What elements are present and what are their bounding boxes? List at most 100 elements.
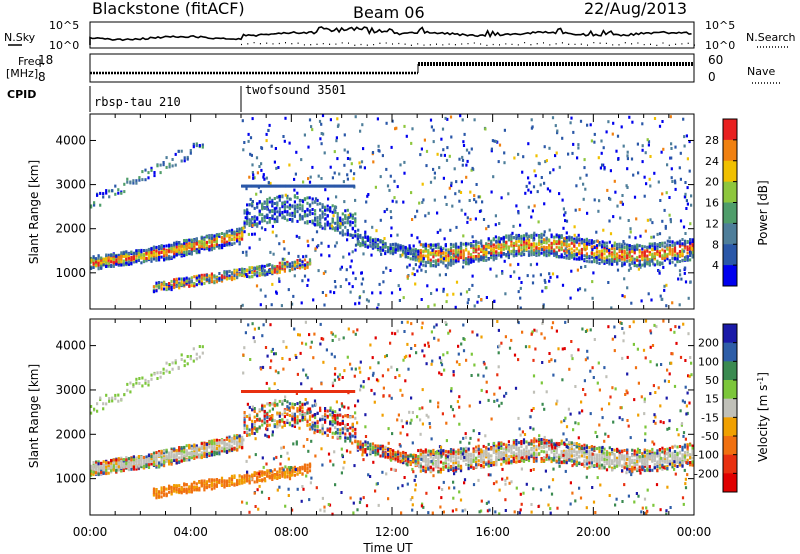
data-cell [258,237,261,241]
data-cell [203,245,206,249]
data-cell [392,247,395,251]
data-cell [364,240,367,244]
data-cell [487,257,490,261]
data-cell [593,140,596,144]
frequency-panel: Freq. [MHz] 18 8 60 0 Nave [6,53,782,84]
data-cell [163,254,166,258]
data-cell [668,243,671,247]
data-cell [114,192,117,196]
colorbar-swatch [723,223,737,245]
data-cell [462,140,465,144]
data-cell [466,216,469,220]
data-cell [671,260,674,264]
data-cell [344,184,347,188]
data-cell [527,234,531,238]
data-cell [320,132,323,135]
data-cell [585,173,588,177]
data-cell [95,262,98,266]
nave-label: Nave [747,65,775,78]
data-cell [201,145,204,149]
data-cell [105,463,108,467]
data-cell [251,232,254,236]
data-cell [669,218,672,222]
data-cell [671,244,674,248]
data-cell [135,259,138,263]
data-cell [505,253,508,256]
data-cell [150,251,153,255]
data-cell [251,430,254,434]
colorbar-tick-label: 20 [705,176,719,189]
data-cell [105,261,108,265]
data-cell [208,248,211,252]
data-cell [435,252,438,255]
data-cell [610,306,613,310]
data-cell [377,144,380,148]
data-cell [276,422,279,426]
data-cell [92,467,95,471]
data-cell [616,254,619,258]
data-cell [261,207,264,211]
data-cell [230,444,234,448]
data-cell [125,456,128,460]
data-cell [442,148,445,152]
data-cell [122,251,125,255]
data-cell [334,285,337,289]
data-cell [147,457,151,461]
data-cell [188,242,191,246]
nave-tick-bottom: 0 [708,70,716,84]
data-cell [210,272,213,276]
data-cell [333,280,337,283]
data-cell [188,446,191,449]
data-cell [595,256,598,259]
data-cell [246,275,249,278]
data-cell [155,461,158,465]
data-cell [155,253,158,257]
data-cell [266,263,269,267]
data-cell [473,118,476,122]
data-cell [155,249,158,253]
data-cell [666,245,669,249]
data-cell [457,257,460,261]
colorbar-swatch [723,139,737,162]
data-cell [251,163,254,167]
data-cell [623,295,626,299]
data-cell [311,212,314,216]
data-cell [236,276,239,280]
data-cell [220,440,224,444]
data-cell [205,273,208,277]
data-cell [251,408,254,412]
data-cell [459,242,463,246]
data-cell [621,245,624,248]
data-cell [345,184,348,188]
data-cell [582,182,585,186]
data-cell [246,211,249,215]
data-cell [647,140,651,144]
data-cell [233,277,236,281]
data-cell [605,130,608,134]
data-cell [495,244,498,248]
data-cell [558,248,561,252]
data-cell [155,289,158,293]
data-cell [220,446,224,450]
data-cell [411,218,414,221]
data-cell [275,234,278,238]
data-cell [186,155,189,159]
data-cell [258,184,261,188]
data-cell [328,254,331,258]
data-cell [339,218,342,222]
data-cell [266,221,269,225]
data-cell [97,267,100,271]
data-cell [271,224,274,228]
data-cell [233,241,236,245]
data-cell [180,283,183,287]
data-cell [678,260,682,263]
data-cell [424,260,427,264]
data-cell [666,163,669,167]
data-cell [243,210,246,214]
data-cell [678,303,681,307]
data-cell [593,132,596,136]
data-cell [90,472,93,476]
data-cell [346,173,349,177]
data-cell [175,458,178,462]
data-cell [256,205,259,209]
